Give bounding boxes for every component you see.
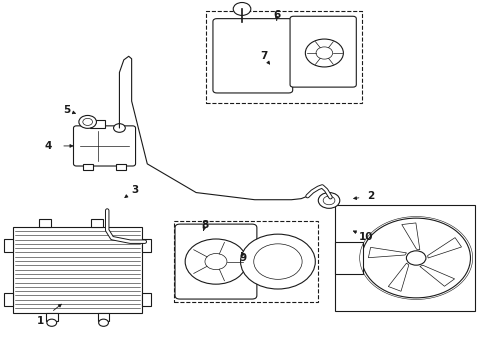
Circle shape <box>83 118 93 125</box>
FancyBboxPatch shape <box>74 126 136 166</box>
Circle shape <box>323 196 335 205</box>
Circle shape <box>254 244 302 279</box>
Polygon shape <box>402 223 420 249</box>
Circle shape <box>185 239 247 284</box>
Text: 7: 7 <box>260 51 267 61</box>
Circle shape <box>316 47 333 59</box>
Circle shape <box>233 3 251 15</box>
Polygon shape <box>368 247 407 258</box>
Bar <box>91 219 103 226</box>
Text: 8: 8 <box>201 220 209 230</box>
Polygon shape <box>420 265 455 286</box>
Bar <box>335 242 363 274</box>
Circle shape <box>79 116 97 129</box>
Circle shape <box>114 124 125 132</box>
FancyBboxPatch shape <box>175 224 257 299</box>
Bar <box>4 239 13 252</box>
Bar <box>91 120 105 128</box>
Circle shape <box>362 218 470 298</box>
Circle shape <box>205 253 227 270</box>
Bar <box>98 313 109 320</box>
Bar <box>46 313 58 320</box>
Polygon shape <box>428 238 462 258</box>
Circle shape <box>241 234 315 289</box>
Text: 2: 2 <box>368 191 375 201</box>
Bar <box>83 164 93 170</box>
Circle shape <box>318 193 340 208</box>
Circle shape <box>406 251 426 265</box>
FancyBboxPatch shape <box>213 19 293 93</box>
FancyBboxPatch shape <box>290 16 356 87</box>
Bar <box>4 293 13 306</box>
Bar <box>206 12 362 103</box>
Bar <box>39 219 51 226</box>
Bar <box>143 293 151 306</box>
Circle shape <box>98 319 108 326</box>
Bar <box>13 226 143 313</box>
Text: 1: 1 <box>37 316 45 325</box>
Bar <box>335 205 475 311</box>
Text: 9: 9 <box>240 253 247 263</box>
Bar <box>117 164 126 170</box>
Text: 3: 3 <box>131 185 139 195</box>
Text: 10: 10 <box>359 232 373 242</box>
Text: 6: 6 <box>273 10 280 20</box>
Bar <box>174 221 318 302</box>
Text: 4: 4 <box>45 141 52 151</box>
Circle shape <box>47 319 57 326</box>
Polygon shape <box>388 263 409 291</box>
Text: 5: 5 <box>63 105 70 115</box>
Circle shape <box>305 39 343 67</box>
Bar <box>143 239 151 252</box>
